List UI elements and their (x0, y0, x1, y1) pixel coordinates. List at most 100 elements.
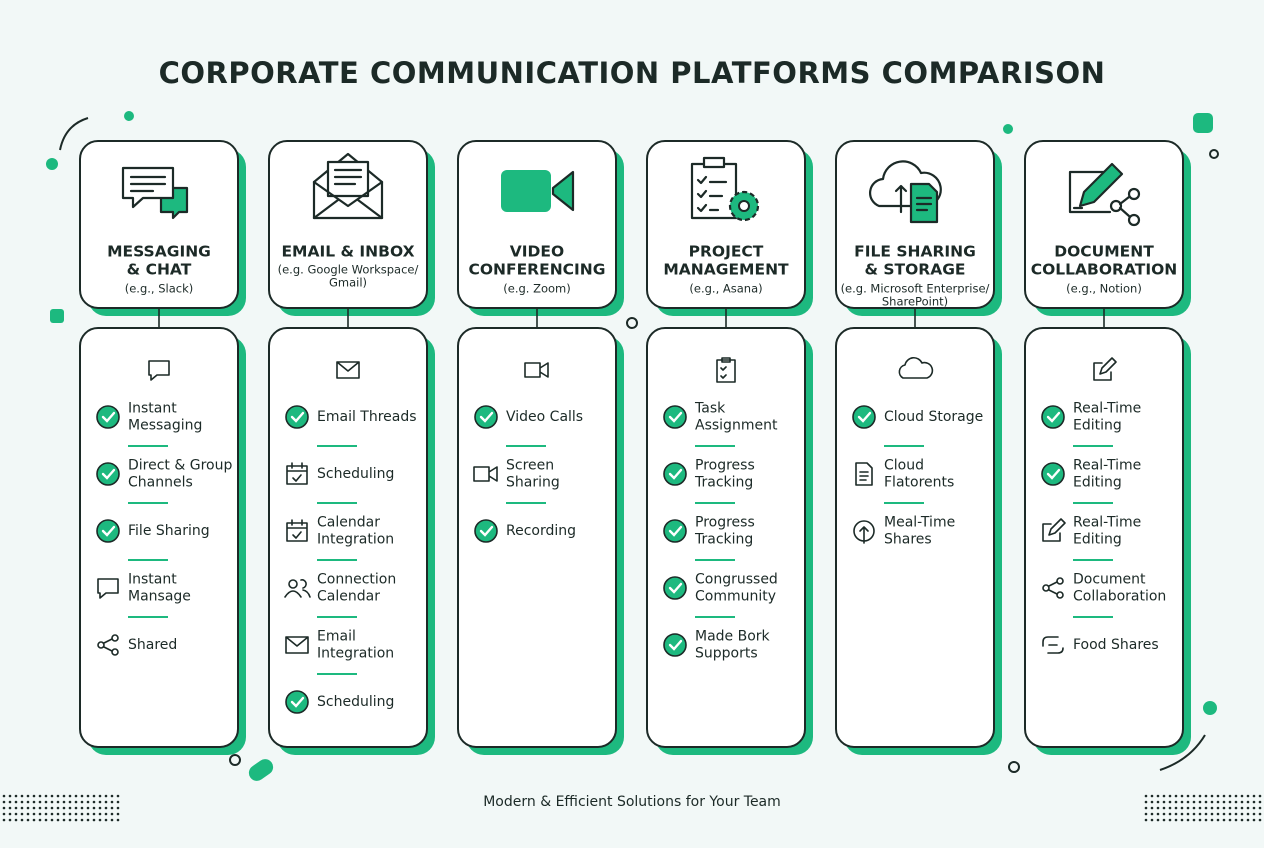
check-icon (663, 576, 687, 600)
dot (1234, 812, 1238, 816)
dot (68, 794, 72, 798)
platform-heading: DOCUMENT (1054, 243, 1154, 261)
feature-label: Messaging (128, 418, 202, 434)
dot (1228, 806, 1232, 810)
dot (104, 812, 108, 816)
hero-icon (333, 168, 363, 186)
feature-item: Cloud Storage (852, 405, 983, 447)
dot (74, 818, 78, 822)
dot (8, 806, 12, 810)
dot (1150, 806, 1154, 810)
dot (1258, 818, 1262, 822)
decorations (46, 111, 1219, 781)
hero-icon (702, 156, 726, 169)
feature-label: Mansage (128, 589, 191, 605)
check-icon (96, 462, 120, 486)
dot (104, 806, 108, 810)
check-mark (668, 582, 683, 594)
hero-icon (501, 170, 551, 212)
feature-card (79, 327, 239, 748)
dot (86, 806, 90, 810)
dot (92, 800, 96, 804)
dot (1198, 818, 1202, 822)
platform-heading: EMAIL & INBOX (281, 243, 414, 261)
dot (2, 800, 6, 804)
dot (1246, 818, 1250, 822)
dot (116, 794, 120, 798)
dot (62, 818, 66, 822)
dot (8, 812, 12, 816)
dot (1204, 800, 1208, 804)
dot (1192, 794, 1196, 798)
dot (1252, 818, 1256, 822)
feature-label: Channels (128, 475, 193, 491)
dot (32, 800, 36, 804)
dot (1234, 800, 1238, 804)
feature-label: Real-Time (1073, 515, 1141, 531)
feature-label: Progress (695, 458, 755, 474)
dot (1162, 818, 1166, 822)
dot (26, 818, 30, 822)
dot (92, 794, 96, 798)
check-icon (663, 405, 687, 429)
hero-icon (738, 200, 750, 212)
dot (1240, 800, 1244, 804)
dot (1144, 800, 1148, 804)
people-icon (284, 579, 311, 598)
dot (1228, 794, 1232, 798)
dot (38, 794, 42, 798)
dot (1234, 794, 1238, 798)
dot (1252, 794, 1256, 798)
dot (110, 800, 114, 804)
dot (1210, 800, 1214, 804)
dot (32, 812, 36, 816)
feature-label: Editing (1073, 418, 1122, 434)
feature-label: Tracking (694, 475, 753, 491)
dot (92, 806, 96, 810)
check-mark (668, 639, 683, 651)
dot (38, 806, 42, 810)
dot (98, 806, 102, 810)
dot (1180, 806, 1184, 810)
check-mark (290, 696, 305, 708)
check-icon (96, 405, 120, 429)
dot (44, 812, 48, 816)
feature-item: File Sharing (96, 519, 210, 561)
share-icon (97, 641, 105, 649)
dot (1186, 806, 1190, 810)
dot (1180, 794, 1184, 798)
dot (50, 800, 54, 804)
chat-icon (148, 360, 170, 381)
dot (1180, 800, 1184, 804)
hero-icon (1109, 199, 1123, 213)
feature-label: Instant (128, 401, 177, 417)
dot (116, 812, 120, 816)
dot (74, 794, 78, 798)
dot (1240, 806, 1244, 810)
check-icon (285, 690, 309, 714)
people-icon (288, 579, 298, 589)
edit-icon (1093, 357, 1117, 381)
check-mark (479, 525, 494, 537)
share-icon (111, 634, 119, 642)
dot (68, 800, 72, 804)
dot (1216, 806, 1220, 810)
feature-item: Video Calls (474, 405, 583, 447)
dot (1198, 794, 1202, 798)
check-mark (668, 525, 683, 537)
dot (1252, 800, 1256, 804)
dot (80, 818, 84, 822)
feature-card (646, 327, 806, 748)
check-icon (663, 462, 687, 486)
dot (1168, 812, 1172, 816)
feature-label: Instant (128, 572, 177, 588)
feature-card (835, 327, 995, 748)
hero-icon (696, 175, 728, 213)
feature-item: Scheduling (285, 690, 394, 714)
check-mark (101, 411, 116, 423)
